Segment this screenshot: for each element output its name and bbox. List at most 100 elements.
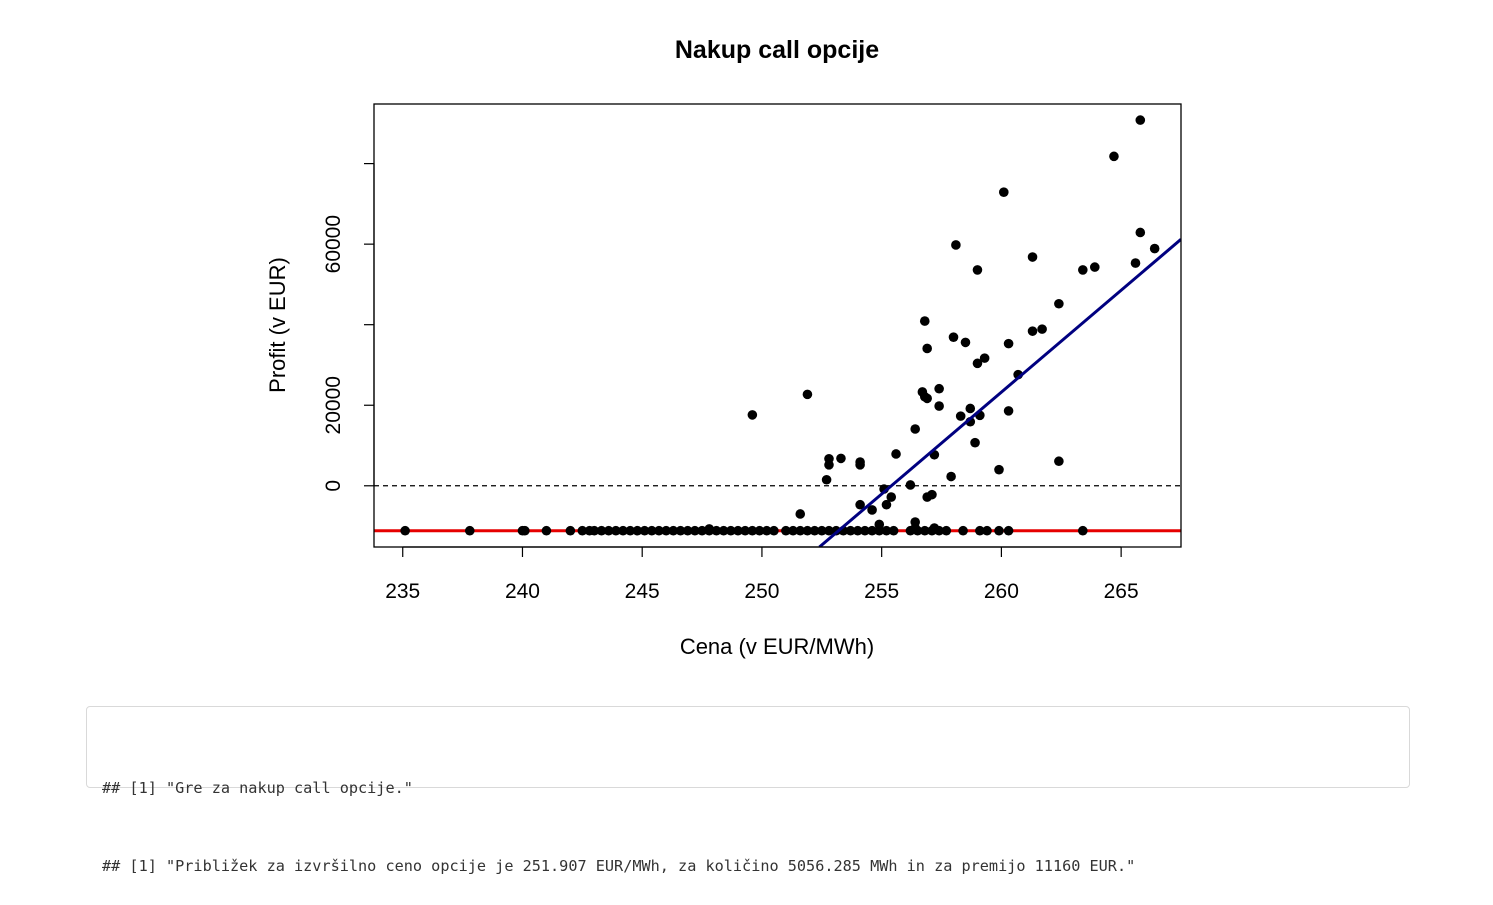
data-point [922, 393, 932, 404]
data-point [919, 525, 930, 536]
data-point [632, 525, 643, 536]
plot-frame [373, 103, 1182, 548]
data-point [697, 525, 707, 536]
data-point [982, 525, 992, 536]
data-point [1109, 151, 1119, 162]
data-point [682, 525, 693, 536]
x-axis-label: Cena (v EUR/MWh) [680, 634, 874, 659]
data-point [541, 525, 552, 536]
data-point [972, 265, 983, 275]
data-point [754, 525, 765, 536]
data-point [1054, 298, 1064, 309]
data-point [934, 401, 944, 411]
data-point [781, 525, 791, 536]
data-point [1037, 324, 1047, 334]
plot-layer [374, 115, 1181, 547]
axis-layer: 235 240 245 250 255 260 265 0 20000 60000 [322, 163, 1139, 603]
data-point [625, 525, 636, 536]
data-point [1135, 227, 1146, 238]
data-point [520, 525, 530, 536]
data-point [821, 474, 832, 485]
data-point [668, 525, 679, 536]
data-point [611, 525, 621, 536]
x-tick-label: 260 [984, 580, 1019, 603]
data-point [855, 499, 865, 510]
data-point [577, 525, 588, 536]
data-point [881, 499, 892, 510]
console-output: ## [1] "Gre za nakup call opcije." ## [1… [86, 706, 1410, 875]
x-tick-label: 235 [385, 580, 420, 603]
data-point [661, 525, 671, 536]
x-tick-label: 245 [625, 580, 660, 603]
data-point [1078, 265, 1088, 275]
data-point [802, 525, 813, 536]
y-tick-label: 20000 [322, 376, 345, 434]
data-point [769, 525, 779, 536]
data-point [824, 525, 834, 536]
y-tick-label: 60000 [322, 215, 345, 273]
data-point [867, 525, 877, 536]
data-point [1027, 326, 1038, 336]
data-point [1027, 252, 1038, 262]
data-point [994, 525, 1004, 536]
data-point [934, 383, 944, 394]
data-point [1135, 115, 1146, 125]
data-point [1078, 525, 1088, 536]
data-point [836, 453, 846, 464]
data-point [891, 449, 901, 459]
x-tick-label: 250 [744, 580, 779, 603]
output-line-1: ## [1] "Gre za nakup call opcije." [102, 779, 413, 797]
data-point [565, 525, 576, 536]
x-tick-label: 265 [1104, 580, 1139, 603]
data-point [761, 525, 772, 536]
data-point [979, 353, 990, 363]
data-point [603, 525, 614, 536]
data-point [972, 358, 983, 369]
data-point [747, 410, 758, 420]
data-point [845, 525, 856, 536]
data-point [675, 525, 686, 536]
data-point [1130, 258, 1141, 268]
data-point [795, 525, 806, 536]
data-point [852, 525, 863, 536]
data-point [867, 505, 877, 515]
data-point [994, 464, 1004, 475]
data-point [975, 525, 985, 536]
data-point [726, 525, 736, 536]
data-point [400, 525, 410, 536]
data-point [910, 517, 920, 527]
data-point [1003, 525, 1014, 536]
data-point [704, 524, 715, 534]
chart-title: Nakup call opcije [675, 36, 879, 64]
data-point [860, 525, 870, 536]
data-point [910, 424, 920, 434]
data-point [802, 389, 813, 400]
data-point [919, 316, 930, 326]
data-point [1003, 338, 1014, 349]
data-point [733, 525, 743, 536]
y-axis-label: Profit (v EUR) [265, 257, 290, 393]
data-point [886, 492, 897, 502]
data-point [905, 480, 916, 490]
data-point [960, 337, 971, 348]
data-point [1054, 456, 1064, 467]
data-point [998, 187, 1009, 197]
data-point [1149, 243, 1160, 254]
data-point [941, 525, 952, 536]
data-point [711, 525, 722, 536]
x-tick-label: 240 [505, 580, 540, 603]
data-point [874, 519, 885, 530]
data-point [817, 525, 827, 536]
data-point [881, 525, 892, 536]
data-point [1003, 406, 1014, 416]
data-point [948, 332, 959, 342]
data-point [596, 525, 607, 536]
y-tick-label: 0 [322, 480, 345, 492]
data-point [929, 523, 940, 533]
data-point [970, 437, 980, 448]
data-point [788, 525, 798, 536]
x-tick-label: 255 [864, 580, 899, 603]
data-point [718, 525, 729, 536]
data-point [690, 525, 700, 536]
scatter-chart: Nakup call opcije 235 240 245 250 255 260 265 0… [265, 36, 1182, 659]
